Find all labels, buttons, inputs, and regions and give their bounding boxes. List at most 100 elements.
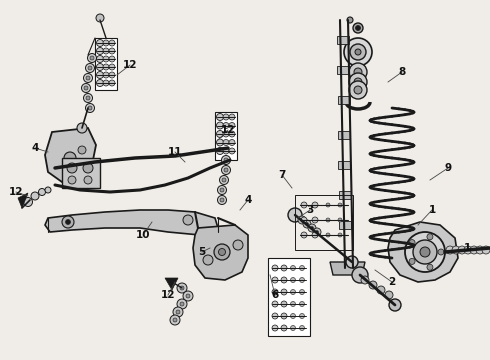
Circle shape (272, 301, 278, 307)
Text: 8: 8 (398, 67, 406, 77)
Text: 9: 9 (444, 163, 452, 173)
Circle shape (272, 325, 278, 331)
Circle shape (97, 72, 103, 78)
Circle shape (281, 265, 287, 271)
Circle shape (39, 189, 46, 195)
Circle shape (84, 176, 92, 184)
Circle shape (354, 78, 362, 86)
Circle shape (356, 26, 361, 31)
Circle shape (438, 249, 444, 255)
Circle shape (109, 72, 115, 78)
Circle shape (301, 232, 307, 238)
Circle shape (413, 240, 437, 264)
Circle shape (476, 246, 484, 254)
Circle shape (298, 216, 306, 224)
Bar (295, 195, 353, 250)
Circle shape (350, 44, 366, 60)
Circle shape (405, 232, 445, 272)
Circle shape (281, 313, 287, 319)
Circle shape (85, 63, 95, 72)
Circle shape (427, 264, 433, 270)
Circle shape (312, 217, 318, 223)
Circle shape (313, 228, 321, 236)
Circle shape (217, 139, 223, 146)
Circle shape (221, 156, 230, 165)
Circle shape (103, 40, 109, 46)
Bar (215, 112, 237, 160)
Circle shape (299, 289, 304, 294)
Circle shape (464, 246, 472, 254)
Circle shape (409, 240, 415, 246)
Bar (337, 36, 348, 44)
Circle shape (219, 248, 225, 256)
Circle shape (299, 278, 304, 283)
Circle shape (312, 202, 318, 208)
Circle shape (312, 232, 318, 238)
Circle shape (177, 299, 187, 309)
Circle shape (180, 302, 184, 306)
Polygon shape (193, 225, 248, 280)
Circle shape (344, 38, 372, 66)
Circle shape (281, 301, 287, 307)
Circle shape (220, 188, 224, 192)
Circle shape (300, 219, 303, 221)
Polygon shape (18, 193, 28, 208)
Circle shape (326, 218, 330, 222)
Circle shape (217, 148, 223, 154)
Circle shape (217, 130, 223, 138)
Text: 1: 1 (428, 205, 436, 215)
Circle shape (97, 80, 103, 86)
Circle shape (67, 163, 77, 173)
Circle shape (458, 246, 466, 254)
Circle shape (223, 122, 229, 129)
Circle shape (183, 291, 193, 301)
Circle shape (281, 289, 287, 295)
Bar (339, 191, 351, 199)
Circle shape (78, 146, 86, 154)
Circle shape (338, 233, 342, 237)
Circle shape (349, 63, 367, 81)
Circle shape (233, 240, 243, 250)
Bar (95, 38, 117, 90)
Circle shape (103, 48, 109, 54)
Circle shape (81, 84, 91, 93)
Circle shape (229, 114, 235, 120)
Circle shape (97, 63, 103, 71)
Circle shape (103, 56, 109, 62)
Circle shape (221, 166, 230, 175)
Text: 12: 12 (221, 125, 235, 135)
Circle shape (83, 94, 93, 103)
Circle shape (272, 265, 278, 271)
Circle shape (291, 325, 295, 330)
Circle shape (346, 256, 358, 268)
Circle shape (220, 175, 228, 184)
Circle shape (272, 313, 278, 319)
Circle shape (288, 208, 302, 222)
Circle shape (97, 48, 103, 54)
Circle shape (77, 123, 87, 133)
Circle shape (68, 176, 76, 184)
Circle shape (88, 66, 92, 70)
Circle shape (446, 246, 454, 254)
Circle shape (90, 56, 94, 60)
Circle shape (218, 195, 226, 204)
Circle shape (84, 86, 88, 90)
Circle shape (482, 246, 490, 254)
Circle shape (109, 80, 115, 86)
Circle shape (361, 276, 369, 284)
Text: 7: 7 (278, 170, 286, 180)
Circle shape (291, 314, 295, 319)
Circle shape (349, 81, 367, 99)
Circle shape (326, 233, 330, 237)
Text: 12: 12 (123, 60, 137, 70)
Text: 4: 4 (31, 143, 39, 153)
Circle shape (97, 55, 103, 63)
Circle shape (349, 73, 367, 91)
Text: 6: 6 (271, 290, 279, 300)
Circle shape (83, 73, 93, 82)
Circle shape (180, 286, 184, 290)
Circle shape (305, 222, 309, 225)
Bar (337, 66, 349, 74)
Circle shape (186, 294, 190, 298)
Bar (338, 96, 349, 104)
